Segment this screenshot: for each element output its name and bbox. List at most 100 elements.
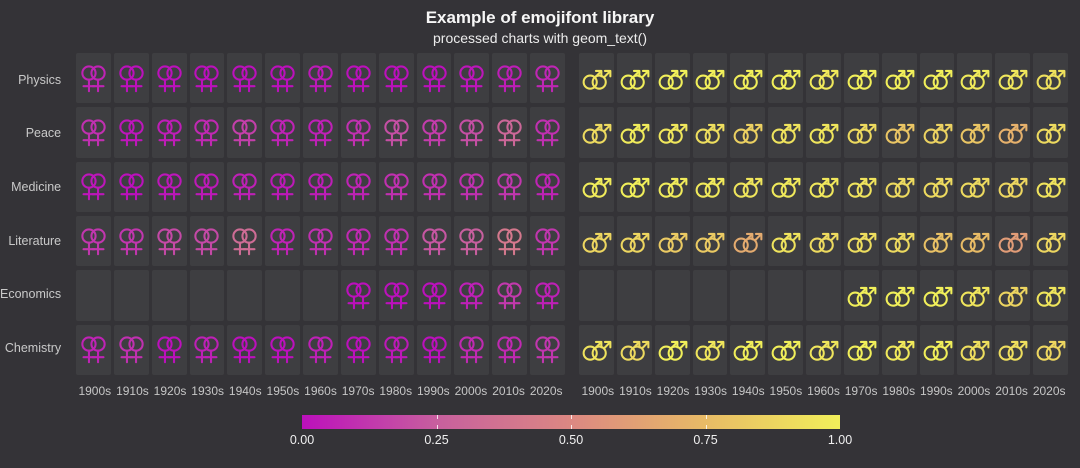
double-male-icon (693, 173, 726, 200)
double-female-icon (419, 172, 450, 201)
grid-cell (957, 324, 993, 375)
grid-cell (227, 215, 263, 267)
grid-cell (957, 161, 993, 212)
grid-cell (530, 161, 565, 212)
grid-cell (730, 270, 766, 321)
double-male-icon (731, 173, 764, 200)
double-female-icon (78, 118, 109, 147)
grid-cell (654, 324, 690, 375)
double-female-icon (305, 64, 336, 93)
double-male-icon (1034, 119, 1067, 146)
double-female-icon (381, 172, 412, 201)
grid-cell (616, 161, 652, 212)
double-female-icon (456, 335, 487, 364)
grid-cell (579, 53, 614, 104)
grid-cell (189, 53, 225, 104)
double-male-icon (883, 336, 916, 363)
row-label-literature: Literature (8, 233, 62, 248)
grid-cell (76, 270, 111, 321)
grid-cell (227, 270, 263, 321)
x-tick-label: 1960s (304, 384, 337, 398)
grid-cell (957, 53, 993, 104)
grid-cell (919, 215, 955, 267)
double-male-icon (996, 228, 1029, 255)
double-male-icon (769, 228, 802, 255)
x-tick-label: 1930s (191, 384, 224, 398)
double-male-icon (656, 336, 689, 363)
double-male-icon (921, 336, 954, 363)
grid-cell (113, 324, 149, 375)
grid-cell (340, 161, 376, 212)
grid-cell (692, 107, 728, 158)
grid-cell (919, 270, 955, 321)
x-tick-label: 1920s (153, 384, 187, 398)
grid-cell (340, 107, 376, 158)
grid-cell (303, 161, 338, 212)
double-female-icon (78, 172, 109, 201)
grid-cell (843, 53, 879, 104)
grid-cell (579, 215, 614, 267)
grid-cell (881, 215, 917, 267)
double-male-icon (580, 336, 613, 363)
grid-cell (454, 107, 490, 158)
grid-cell (113, 161, 149, 212)
grid-cell (654, 107, 690, 158)
grid-cell (76, 107, 111, 158)
grid-cell (768, 215, 804, 267)
grid-cell (995, 107, 1031, 158)
grid-cell (768, 324, 804, 375)
grid-cell (806, 215, 841, 267)
double-female-icon (381, 281, 412, 310)
grid-cell (530, 53, 565, 104)
chart-title: Example of emojifont library (425, 8, 655, 27)
double-male-icon (996, 282, 1029, 309)
grid-cell (378, 215, 414, 267)
grid-cell (768, 270, 804, 321)
double-male-icon (996, 65, 1029, 92)
grid-cell (492, 324, 528, 375)
double-male-icon (618, 173, 651, 200)
x-tick-label: 2000s (957, 384, 991, 398)
grid-cell (492, 53, 528, 104)
grid-cell (340, 53, 376, 104)
double-female-icon (532, 172, 563, 201)
grid-cell (995, 215, 1031, 267)
x-axis-labels-left: 1900s 1910s 1920s 1930s 1940s 1950s 1960s 1970s… (76, 380, 565, 402)
double-male-icon (921, 282, 954, 309)
double-female-icon (532, 227, 563, 256)
grid-cell (995, 270, 1031, 321)
double-male-icon (845, 282, 878, 309)
grid-cell (416, 324, 452, 375)
grid-cell (416, 53, 452, 104)
double-female-icon (78, 64, 109, 93)
x-tick-label: 2010s (492, 384, 525, 398)
panel-female: 1900s 1910s 1920s 1930s 1940s 1950s 1960s 1970s… (76, 53, 565, 402)
double-female-icon (532, 281, 563, 310)
grid-cell (730, 215, 766, 267)
double-male-icon (656, 65, 689, 92)
colorbar-legend: 0.00 0.25 0.50 0.75 1.00 (0, 415, 1080, 450)
double-male-icon (958, 173, 991, 200)
double-male-icon (921, 65, 954, 92)
double-female-icon (494, 172, 525, 201)
x-tick-label: 1980s (379, 384, 413, 398)
colorbar-tick-label: 0.25 (424, 433, 449, 447)
x-tick-label: 1950s (266, 384, 300, 398)
grid-cell (1033, 270, 1068, 321)
grid-cell (995, 53, 1031, 104)
double-male-icon (580, 65, 613, 92)
double-male-icon (921, 119, 954, 146)
double-male-icon (845, 173, 878, 200)
grid-cell (806, 324, 841, 375)
grid-cell (654, 161, 690, 212)
grid-cell (843, 161, 879, 212)
double-female-icon (456, 64, 487, 93)
double-female-icon (78, 227, 109, 256)
colorbar-tick (705, 425, 707, 429)
grid-cell (806, 53, 841, 104)
double-male-icon (1034, 228, 1067, 255)
grid-cell (692, 324, 728, 375)
grid-cell (881, 324, 917, 375)
double-male-icon (883, 228, 916, 255)
